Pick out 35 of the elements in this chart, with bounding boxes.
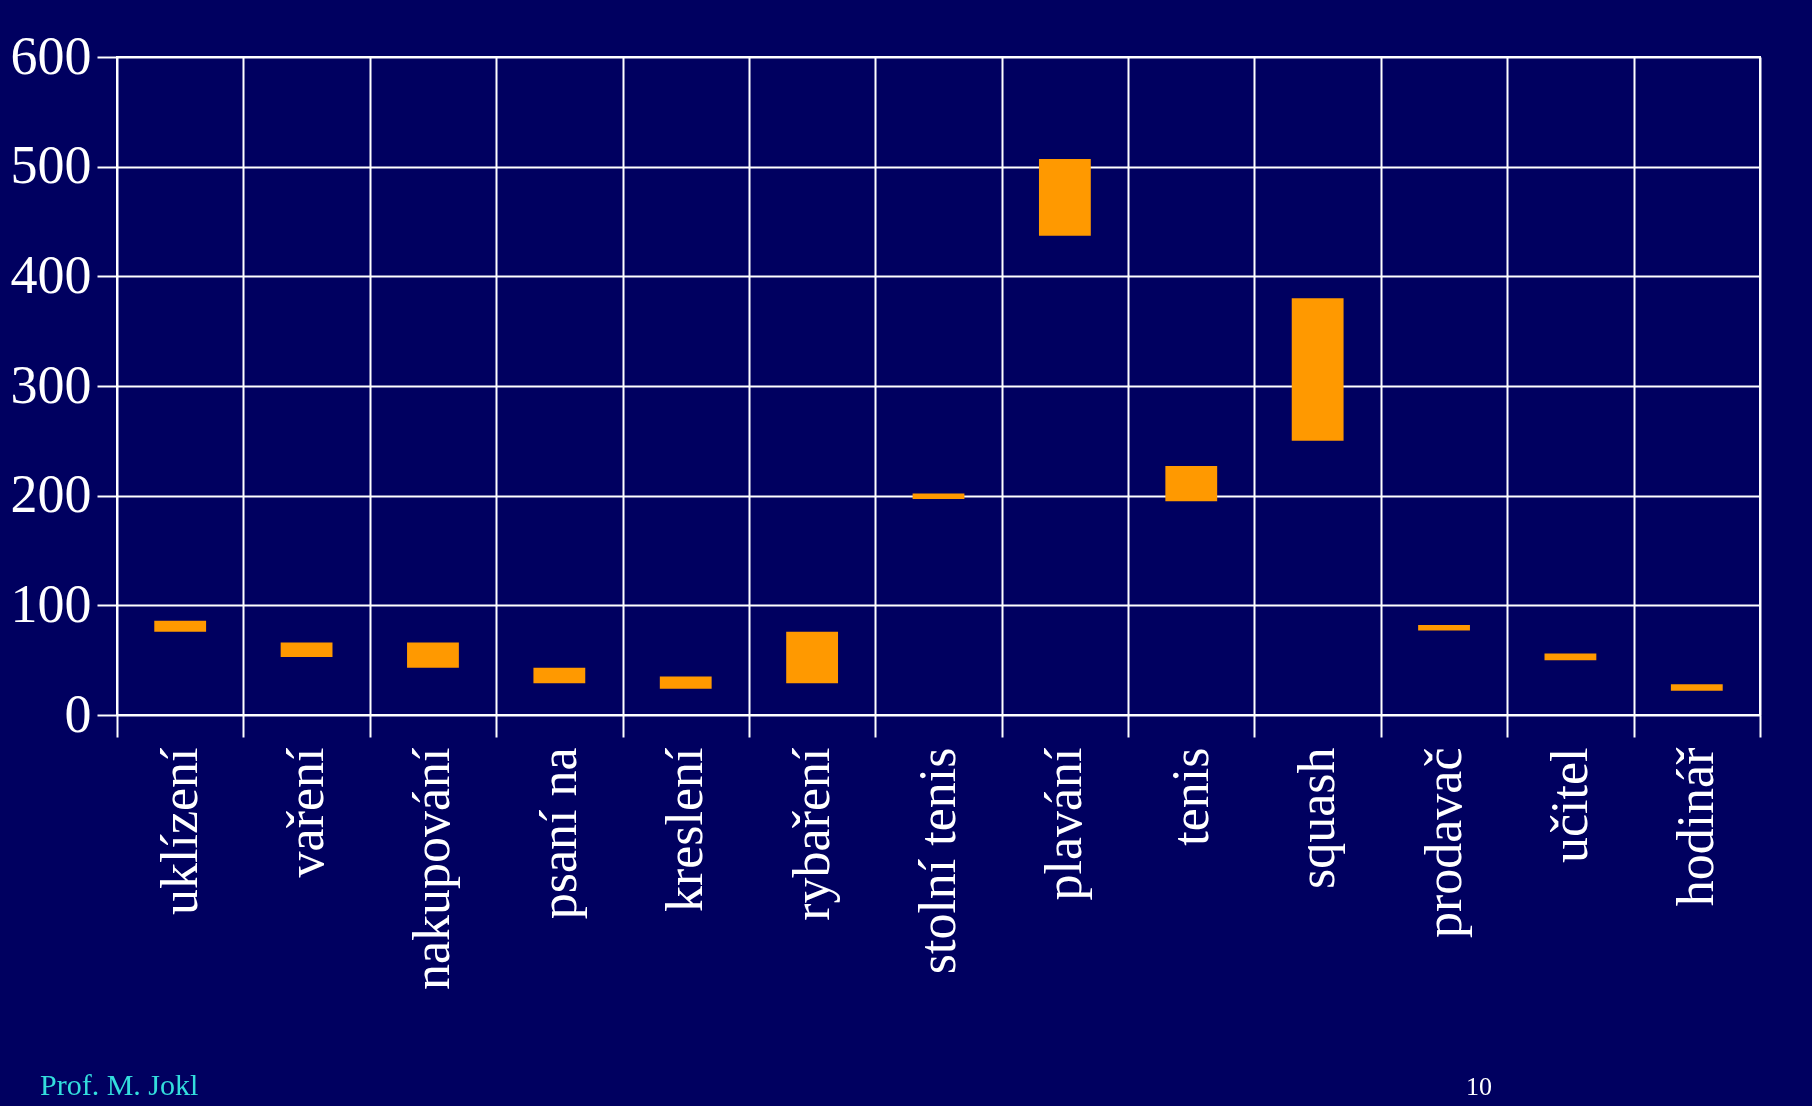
y-tick-label: 100	[10, 573, 92, 634]
bar	[912, 493, 965, 499]
x-tick-label: prodavač	[1414, 747, 1472, 939]
bar	[154, 620, 207, 632]
x-tick-label: tenis	[1161, 747, 1219, 846]
x-tick-label: stolní tenis	[909, 747, 966, 975]
y-tick-label: 500	[10, 135, 92, 196]
x-tick-label: vaření	[277, 747, 335, 878]
bar	[1670, 684, 1723, 691]
x-tick-label: uklízení	[150, 747, 208, 916]
x-tick-label: hodinář	[1667, 747, 1725, 907]
bar	[280, 642, 333, 657]
x-tick-label: plavání	[1035, 747, 1093, 901]
y-tick-label: 300	[10, 354, 92, 415]
bar	[1291, 298, 1344, 441]
bar	[1544, 653, 1597, 661]
x-tick-label: nakupování	[403, 747, 461, 991]
bar	[786, 631, 839, 684]
x-tick-label: kreslení	[656, 747, 714, 913]
x-tick-label: rybaření	[782, 747, 840, 921]
bar	[533, 667, 586, 684]
y-tick-label: 600	[10, 25, 92, 86]
x-tick-label: učitel	[1540, 747, 1598, 864]
text: Prof. M. Jokl	[40, 1068, 199, 1102]
x-tick-label: squash	[1288, 747, 1346, 890]
x-tick-label: psaní na	[529, 747, 587, 920]
y-tick-label: 0	[64, 683, 92, 744]
bar	[407, 642, 459, 668]
text: 10	[1466, 1072, 1492, 1102]
y-tick-label: 200	[10, 464, 92, 525]
bar	[659, 676, 712, 689]
bar	[1038, 158, 1091, 236]
bar	[1165, 466, 1218, 502]
bar	[1418, 625, 1470, 631]
y-tick-label: 400	[10, 244, 92, 305]
